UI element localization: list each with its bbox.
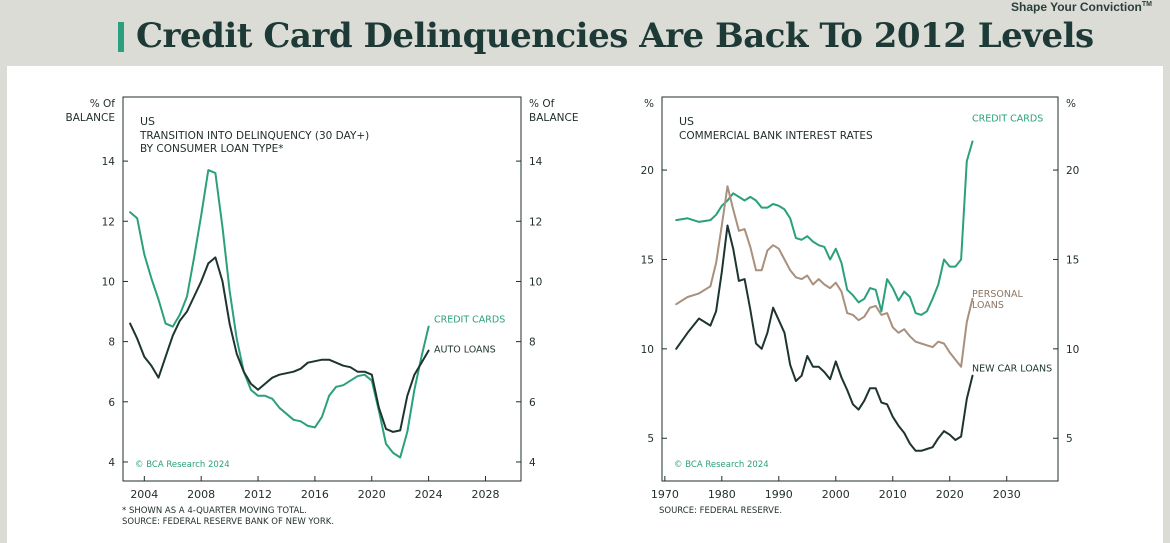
x-tick-label: 2008 [187,488,215,501]
y-tick-label-right: 15 [1066,254,1079,266]
plot-frame [661,96,1059,482]
x-tick-label: 2030 [993,488,1021,501]
series-end-label: CREDIT CARDS [434,315,505,326]
footnote-source-nyfed: SOURCE: FEDERAL RESERVE BANK OF NEW YORK… [122,517,335,527]
y-tick-label-left: 14 [102,156,116,168]
series-end-label: LOANS [972,300,1004,311]
series-end-label: PERSONAL [972,289,1023,300]
y-axis-unit-right: % [1066,98,1076,110]
y-tick-label-right: 5 [1066,433,1073,445]
left-footnote: * SHOWN AS A 4-QUARTER MOVING TOTAL. SOU… [122,506,334,528]
delinquency-chart: % Of BALANCE % Of BALANCE 4 4 6 6 8 8 10 10 12 12 14 14… [66,96,578,501]
y-axis-unit-right: BALANCE [529,112,578,124]
y-axis-unit-right: % Of [529,98,555,110]
x-tick-label: 2024 [415,488,443,501]
chart-credit: © BCA Research 2024 [135,460,230,470]
series-line-credit-cards [129,169,430,459]
chart-title-line: COMMERCIAL BANK INTEREST RATES [679,130,873,142]
x-tick-label: 2028 [471,488,499,501]
chart-country-label: US [140,115,155,128]
y-tick-label-right: 4 [529,457,536,469]
brand-trademark: TM [1141,1,1152,8]
x-tick-label: 2000 [822,488,850,501]
series-end-label: NEW CAR LOANS [972,364,1052,375]
chart-title-line: TRANSITION INTO DELINQUENCY (30 DAY+) [139,130,369,142]
chart-credit: © BCA Research 2024 [674,460,769,470]
x-tick-label: 2004 [130,488,158,501]
plot-frame [122,96,522,482]
frame-left [0,66,7,543]
page-title: Credit Card Delinquencies Are Back To 20… [136,16,1094,56]
series-line-auto-loans [129,256,430,433]
x-tick-label: 2016 [301,488,329,501]
y-tick-label-left: 20 [641,165,654,177]
y-tick-label-left: 12 [102,216,115,228]
y-tick-label-right: 12 [529,216,542,228]
y-tick-label-left: 10 [102,276,115,288]
y-tick-label-right: 14 [529,156,543,168]
y-tick-label-left: 10 [641,344,654,356]
x-tick-label: 2012 [244,488,272,501]
x-tick-label: 2020 [358,488,386,501]
series-end-label: CREDIT CARDS [972,113,1043,124]
y-tick-label-left: 15 [641,254,654,266]
chart-country-label: US [679,115,694,128]
series-line-personal-loans [675,185,974,368]
series-line-new-car-loans [675,224,974,452]
header-banner [0,0,1170,66]
x-tick-label: 1990 [765,488,793,501]
x-tick-label: 2020 [936,488,964,501]
x-tick-label: 2010 [879,488,907,501]
y-tick-label-left: 6 [108,397,115,409]
y-axis-unit-left: BALANCE [66,112,115,124]
y-tick-label-right: 8 [529,337,536,349]
x-tick-label: 1970 [651,488,679,501]
brand-tagline: Shape Your ConvictionTM [1010,0,1152,14]
title-accent-bar [118,22,124,52]
y-axis-unit-left: % [644,98,654,110]
series-line-credit-cards [675,140,974,316]
y-tick-label-right: 10 [529,276,542,288]
y-tick-label-right: 10 [1066,344,1079,356]
frame-right [1163,66,1170,543]
y-tick-label-left: 4 [108,457,115,469]
chart-title-line: BY CONSUMER LOAN TYPE* [140,143,283,155]
footnote-source-fed: SOURCE: FEDERAL RESERVE. [659,506,783,516]
series-end-label: AUTO LOANS [434,345,496,356]
right-footnote: SOURCE: FEDERAL RESERVE. [659,506,782,517]
y-axis-unit-left: % Of [90,98,116,110]
footnote-moving-total: * SHOWN AS A 4-QUARTER MOVING TOTAL. [122,506,307,516]
y-tick-label-right: 20 [1066,165,1079,177]
y-tick-label-right: 6 [529,397,536,409]
y-tick-label-left: 5 [647,433,654,445]
y-tick-label-left: 8 [108,337,115,349]
x-tick-label: 1980 [708,488,736,501]
